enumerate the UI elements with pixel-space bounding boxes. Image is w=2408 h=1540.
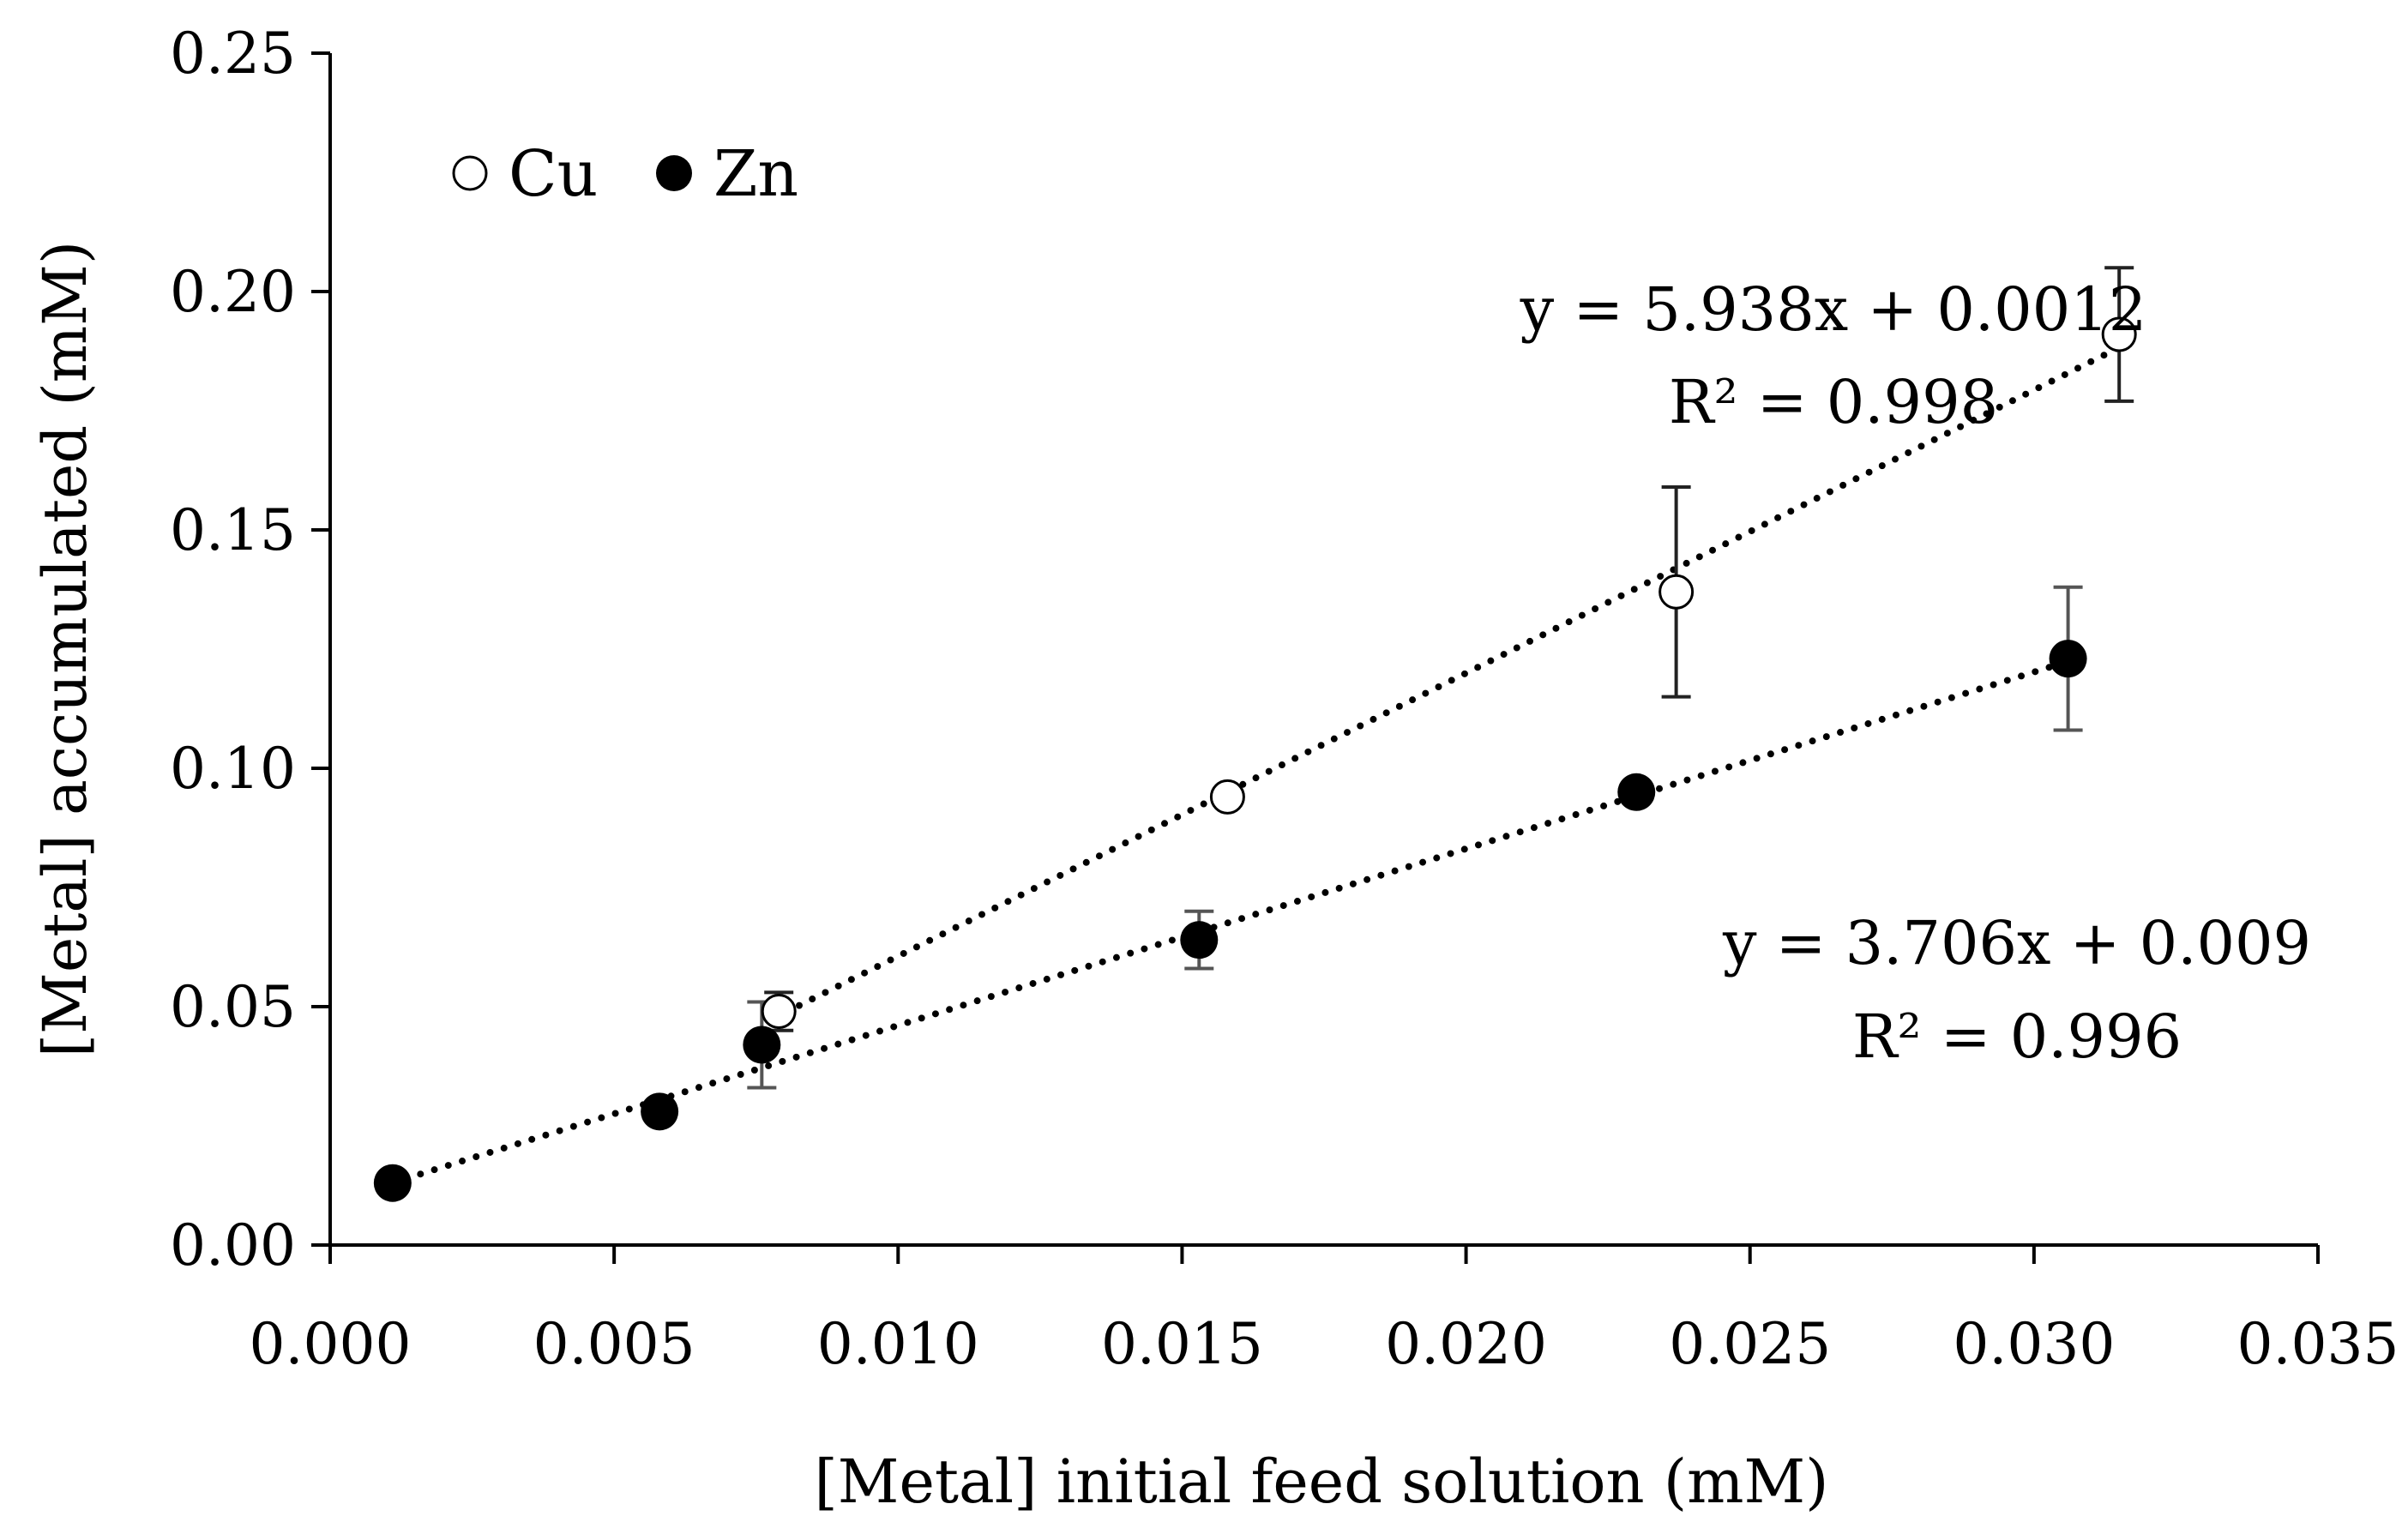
zn-data-point [641,1092,679,1131]
x-tick-label: 0.015 [1101,1311,1263,1377]
zn-trendline-equation: y = 3.706x + 0.009 [1722,908,2311,978]
y-tick-label: 0.00 [170,1212,296,1278]
cu-trendline-r2: R² = 0.998 [1669,367,1998,437]
zn-data-point [1617,773,1656,811]
legend-label-cu: Cu [509,137,598,211]
x-tick-label: 0.035 [2237,1311,2399,1377]
x-tick-label: 0.025 [1669,1311,1831,1377]
cu-trendline-equation: y = 5.938x + 0.0012 [1520,274,2147,345]
y-axis-title: [Metal] accumulated (mM) [30,241,100,1057]
x-axis-title: [Metal] initial feed solution (mM) [815,1447,1829,1517]
y-tick-label: 0.15 [170,497,296,563]
y-tick-label: 0.10 [170,736,296,802]
legend-label-zn: Zn [713,137,798,211]
trendlines [388,344,2123,1187]
legend-marker-cu [452,155,488,191]
chart-axes [328,53,2318,1247]
y-tick-label: 0.25 [170,21,296,87]
x-tick-label: 0.000 [250,1311,412,1377]
legend-marker-zn [656,155,692,191]
zn-data-point [1180,921,1219,959]
legend: Cu Zn [452,137,798,211]
x-tick-label: 0.005 [533,1311,695,1377]
trendline-equations: y = 5.938x + 0.0012 R² = 0.998 y = 3.706… [1520,274,2311,1072]
zn-data-point [2049,640,2087,678]
zn-data-point [373,1164,412,1202]
cu-data-point [2101,316,2137,352]
cu-trendline [769,344,2123,1022]
zn-data-point [743,1026,781,1064]
y-tick-label: 0.20 [170,259,296,325]
cu-data-point [1209,779,1245,815]
x-tick-label: 0.020 [1385,1311,1547,1377]
cu-data-point [761,994,797,1030]
x-tick-label: 0.030 [1953,1311,2115,1377]
cu-data-point [1659,574,1695,610]
y-tick-label: 0.05 [170,974,296,1040]
zn-trendline-r2: R² = 0.996 [1852,1002,2182,1072]
data-points [373,316,2137,1202]
zn-trendline [388,658,2072,1187]
axis-ticks: 0.000 0.005 0.010 0.015 0.020 0.025 0.030 0.035… [170,21,2399,1377]
x-tick-label: 0.010 [817,1311,979,1377]
